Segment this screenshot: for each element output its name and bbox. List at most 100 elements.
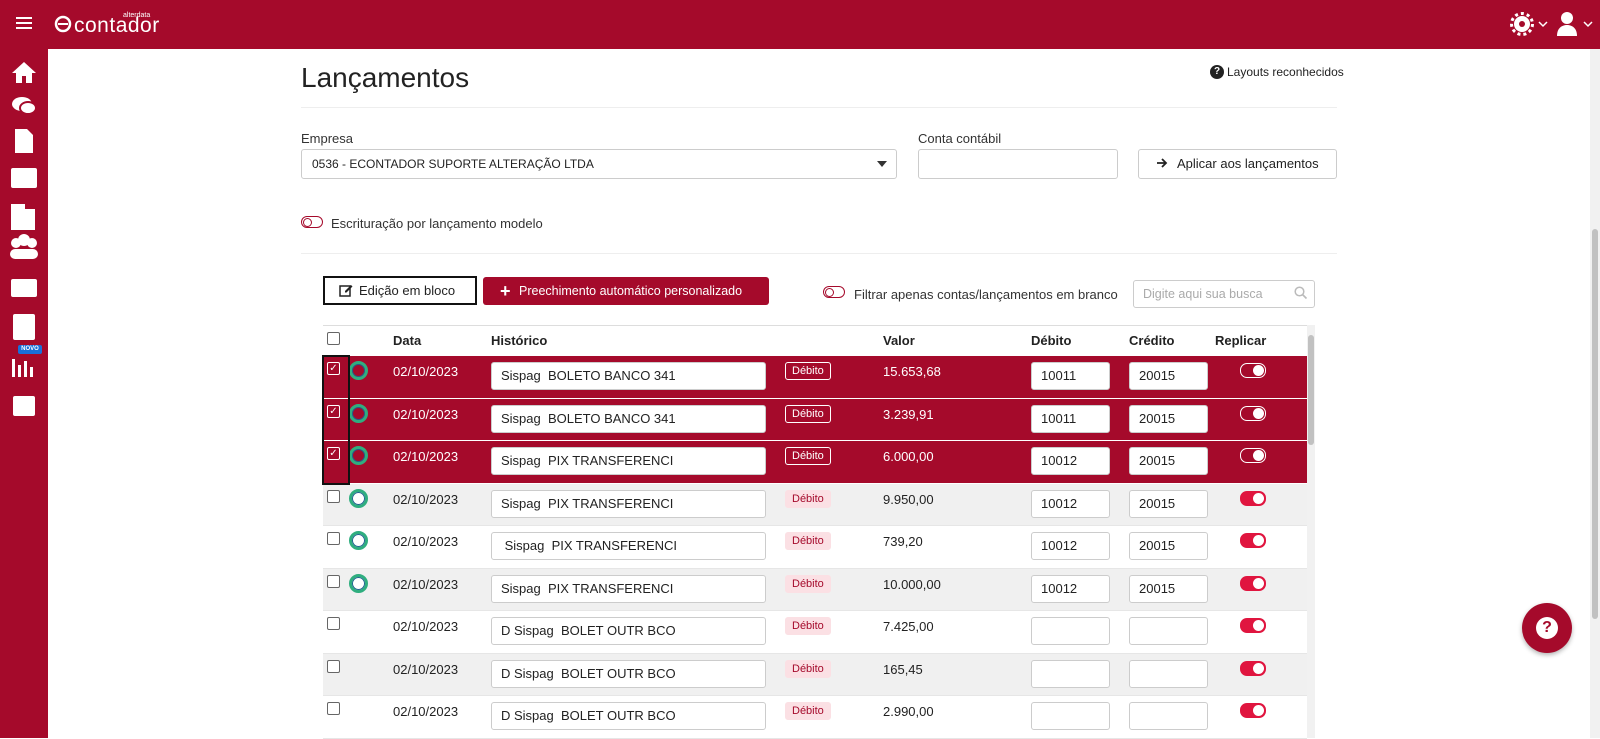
row-date: 02/10/2023 xyxy=(393,661,459,677)
sidebar: NOVO xyxy=(0,49,48,738)
user-menu[interactable] xyxy=(1556,10,1600,38)
replicar-toggle[interactable] xyxy=(1240,575,1266,591)
divider xyxy=(301,107,1337,108)
entries-table: Data Histórico Valor Débito Crédito Replicar ✓… xyxy=(323,325,1315,739)
divider xyxy=(301,253,1337,254)
credito-input[interactable]: 20015 xyxy=(1129,404,1208,433)
replicar-toggle[interactable] xyxy=(1240,618,1266,633)
row-valor: 739,20 xyxy=(883,534,923,549)
type-badge: Débito xyxy=(785,574,831,593)
apply-button[interactable] xyxy=(1138,149,1337,179)
auto-fill-button[interactable] xyxy=(483,277,769,305)
table-scrollbar xyxy=(1307,325,1315,738)
row-date: 02/10/2023 xyxy=(393,534,459,549)
status-icon xyxy=(349,446,368,465)
type-badge: Débito xyxy=(785,532,831,550)
row-checkbox[interactable]: ✓ xyxy=(327,447,340,460)
debito-input[interactable]: 10012 xyxy=(1031,532,1110,560)
credito-input[interactable]: 20015 xyxy=(1129,574,1208,603)
historico-input[interactable]: Sispag PIX TRANSFERENCI xyxy=(491,447,766,475)
debito-input[interactable]: 10012 xyxy=(1031,447,1110,475)
row-date: 02/10/2023 xyxy=(393,364,459,379)
credito-input[interactable]: 20015 xyxy=(1129,362,1208,390)
column-header: Débito xyxy=(1031,333,1072,348)
replicar-toggle[interactable] xyxy=(1240,363,1266,378)
replicar-toggle[interactable] xyxy=(1240,448,1266,463)
row-date: 02/10/2023 xyxy=(393,619,459,634)
help-button[interactable]: ? xyxy=(1522,603,1572,653)
credito-input[interactable] xyxy=(1129,702,1208,730)
credito-input[interactable] xyxy=(1129,659,1208,688)
help-icon: ? xyxy=(1210,65,1224,79)
select-arrow xyxy=(877,161,887,167)
credito-input[interactable]: 20015 xyxy=(1129,489,1208,518)
replicar-toggle[interactable] xyxy=(1240,490,1266,506)
replicar-toggle[interactable] xyxy=(1240,405,1266,421)
status-icon xyxy=(349,488,368,508)
select-all[interactable] xyxy=(327,332,340,345)
replicar-toggle[interactable] xyxy=(1240,660,1266,676)
credito-input[interactable]: 20015 xyxy=(1129,447,1208,475)
row-valor: 7.425,00 xyxy=(883,619,934,634)
row-valor: 165,45 xyxy=(883,661,923,677)
brand-small: alterdata xyxy=(123,12,151,19)
search-icon xyxy=(1294,286,1308,300)
credito-input[interactable] xyxy=(1129,617,1208,645)
search-input[interactable]: Digite aqui sua busca xyxy=(1133,280,1315,308)
row-valor: 3.239,91 xyxy=(883,406,934,422)
modelo-toggle[interactable] xyxy=(301,216,323,228)
column-header: Valor xyxy=(883,333,915,348)
historico-input[interactable]: Sispag PIX TRANSFERENCI xyxy=(491,574,766,603)
debito-input[interactable] xyxy=(1031,702,1110,730)
historico-input[interactable]: D Sispag BOLET OUTR BCO xyxy=(491,659,766,688)
historico-input[interactable]: Sispag PIX TRANSFERENCI xyxy=(491,489,766,518)
debito-input[interactable]: 10011 xyxy=(1031,404,1110,433)
historico-input[interactable]: D Sispag BOLET OUTR BCO xyxy=(491,617,766,645)
row-date: 02/10/2023 xyxy=(393,704,459,719)
status-icon xyxy=(349,531,368,550)
sidebar-icons[interactable] xyxy=(0,49,48,429)
debito-input[interactable] xyxy=(1031,659,1110,688)
filter-toggle[interactable] xyxy=(823,286,845,298)
debito-input[interactable]: 10012 xyxy=(1031,489,1110,518)
replicar-toggle[interactable] xyxy=(1240,533,1266,548)
row-checkbox[interactable] xyxy=(327,489,340,503)
row-date: 02/10/2023 xyxy=(393,406,459,422)
row-valor: 15.653,68 xyxy=(883,364,941,379)
debito-input[interactable]: 10012 xyxy=(1031,574,1110,603)
row-date: 02/10/2023 xyxy=(393,449,459,464)
row-checkbox[interactable] xyxy=(327,574,340,588)
conta-input[interactable] xyxy=(918,149,1118,179)
column-header: Data xyxy=(393,333,422,348)
debito-input[interactable] xyxy=(1031,617,1110,645)
historico-input[interactable]: D Sispag BOLET OUTR BCO xyxy=(491,702,766,730)
row-date: 02/10/2023 xyxy=(393,576,459,592)
row-checkbox[interactable]: ✓ xyxy=(327,404,340,418)
brand-logo xyxy=(54,15,72,33)
empresa-select[interactable]: 0536 - ECONTADOR SUPORTE ALTERAÇÃO LTDA xyxy=(301,149,897,179)
row-checkbox[interactable] xyxy=(327,532,340,545)
type-badge: Débito xyxy=(785,702,831,720)
row-checkbox[interactable] xyxy=(327,702,340,715)
debito-input[interactable]: 10011 xyxy=(1031,362,1110,390)
credito-input[interactable]: 20015 xyxy=(1129,532,1208,560)
help-link[interactable]: Layouts reconhecidos xyxy=(1227,65,1344,79)
filter-label: Filtrar apenas contas/lançamentos em bra… xyxy=(854,287,1118,302)
settings-menu[interactable] xyxy=(1510,12,1550,36)
row-valor: 10.000,00 xyxy=(883,576,941,592)
modelo-label: Escrituração por lançamento modelo xyxy=(331,216,543,231)
top-bar: alterdata contador xyxy=(0,0,1600,49)
arrow-icon xyxy=(1157,158,1168,168)
historico-input[interactable]: Sispag PIX TRANSFERENCI xyxy=(491,532,766,560)
row-checkbox[interactable]: ✓ xyxy=(327,362,340,375)
historico-input[interactable]: Sispag BOLETO BANCO 341 xyxy=(491,362,766,390)
replicar-toggle[interactable] xyxy=(1240,703,1266,718)
menu-button[interactable] xyxy=(16,16,34,30)
type-badge: Débito xyxy=(785,404,831,423)
bulk-edit-button[interactable] xyxy=(323,276,477,305)
row-checkbox[interactable] xyxy=(327,659,340,673)
apply-label: Aplicar aos lançamentos xyxy=(1177,156,1319,171)
historico-input[interactable]: Sispag BOLETO BANCO 341 xyxy=(491,404,766,433)
row-checkbox[interactable] xyxy=(327,617,340,630)
